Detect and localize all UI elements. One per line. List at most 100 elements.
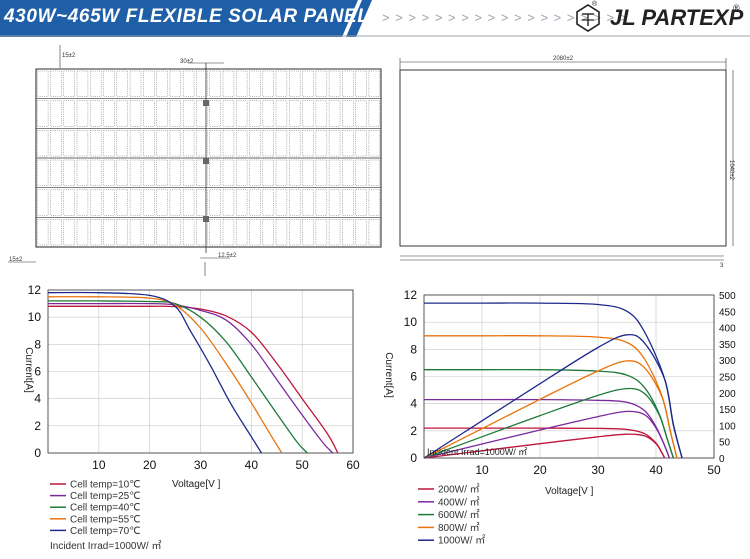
x-tick-label: 40 (649, 463, 663, 477)
solar-cell (76, 189, 89, 216)
y-tick-label: 6 (410, 370, 417, 384)
x-tick-label: 10 (475, 463, 489, 477)
junction-box (203, 158, 209, 164)
y2-tick-label: 300 (719, 356, 736, 367)
solar-cell (182, 100, 195, 127)
solar-cell (116, 130, 128, 157)
solar-cell (315, 189, 328, 216)
solar-cell (169, 130, 182, 157)
chart2-xlabel: Voltage[V ] (545, 486, 594, 497)
solar-cell (262, 219, 274, 246)
solar-cell (36, 219, 49, 246)
solar-cell (235, 100, 248, 127)
solar-cell (328, 70, 341, 97)
solar-cell (129, 189, 142, 216)
solar-cell (76, 130, 89, 157)
y-tick-label: 8 (410, 342, 417, 356)
solar-cell (355, 130, 367, 157)
side-width-dim: 2080±2 (553, 56, 574, 62)
panel-front-view (35, 63, 382, 253)
page-title: 430W~465W FLEXIBLE SOLAR PANEL (4, 6, 370, 27)
solar-cell (209, 189, 221, 216)
solar-cell (315, 70, 328, 97)
solar-cell (169, 100, 182, 127)
solar-cell (328, 219, 341, 246)
solar-cell (249, 100, 261, 127)
solar-cell (235, 219, 248, 246)
current-curve-Cell-temp-55 (47, 296, 283, 454)
solar-cell (249, 70, 261, 97)
banner-blue-shape (0, 0, 358, 37)
y-tick-label: 12 (28, 283, 42, 297)
solar-cell (249, 159, 261, 186)
solar-cell (116, 70, 128, 97)
solar-cell (355, 219, 367, 246)
solar-cell (289, 70, 301, 97)
y-tick-label: 10 (404, 315, 418, 329)
solar-cell (63, 219, 75, 246)
solar-cell (129, 159, 142, 186)
solar-cell (249, 219, 261, 246)
y-tick-label: 0 (34, 446, 41, 460)
y-tick-label: 4 (34, 392, 41, 406)
solar-cell (368, 130, 381, 157)
solar-cell (262, 70, 274, 97)
solar-cell (222, 130, 235, 157)
legend-label: 600W/ ㎡ (438, 509, 480, 521)
panel-side-view: 2080±2 1040±2 3 (399, 56, 734, 269)
solar-cell (156, 70, 168, 97)
solar-cell (143, 100, 155, 127)
solar-cell (36, 70, 49, 97)
solar-cell (76, 219, 89, 246)
solar-cell (143, 159, 155, 186)
y-tick-label: 8 (34, 337, 41, 351)
solar-cell (249, 130, 261, 157)
legend-label: Cell temp=10℃ (70, 480, 140, 491)
x-tick-label: 30 (194, 458, 208, 472)
solar-cell (143, 130, 155, 157)
solar-cell (50, 130, 62, 157)
solar-cell (129, 130, 142, 157)
chart1-ylabel: Current[A] (23, 347, 34, 393)
solar-cell (103, 219, 115, 246)
solar-cell (182, 219, 195, 246)
solar-cell (196, 159, 208, 186)
solar-cell (36, 159, 49, 186)
solar-cell (103, 189, 115, 216)
solar-cell (302, 100, 314, 127)
solar-cell (36, 130, 49, 157)
solar-cell (103, 159, 115, 186)
solar-cell (368, 219, 381, 246)
solar-cell (275, 159, 288, 186)
y2-tick-label: 200 (719, 389, 736, 400)
top-margin-dim: 15±2 (62, 53, 76, 59)
solar-cell (355, 70, 367, 97)
x-tick-label: 60 (346, 458, 360, 472)
solar-cell (262, 130, 274, 157)
solar-cell (169, 70, 182, 97)
solar-cell (116, 100, 128, 127)
solar-cell (103, 70, 115, 97)
solar-cell (289, 100, 301, 127)
y-tick-label: 4 (410, 397, 417, 411)
solar-cell (90, 70, 102, 97)
solar-cell (116, 219, 128, 246)
plot-frame (423, 294, 715, 459)
y-tick-label: 0 (410, 451, 417, 465)
y-tick-label: 12 (404, 288, 418, 302)
solar-cell (289, 219, 301, 246)
solar-cell (342, 100, 354, 127)
solar-cell (76, 100, 89, 127)
solar-cell (328, 130, 341, 157)
legend-label: Cell temp=55℃ (70, 514, 140, 525)
y-tick-label: 10 (28, 310, 42, 324)
solar-cell (50, 219, 62, 246)
chart1-ticks: 0 2 4 6 8 10 12 10 20 30 40 50 60 (28, 283, 360, 472)
junction-box (203, 100, 209, 106)
side-thickness-mark: 3 (720, 263, 724, 269)
y2-tick-label: 0 (719, 454, 725, 465)
